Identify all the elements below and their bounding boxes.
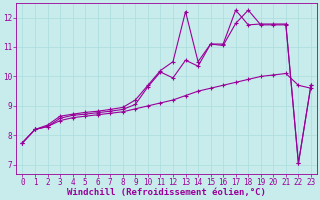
X-axis label: Windchill (Refroidissement éolien,°C): Windchill (Refroidissement éolien,°C) — [67, 188, 266, 197]
